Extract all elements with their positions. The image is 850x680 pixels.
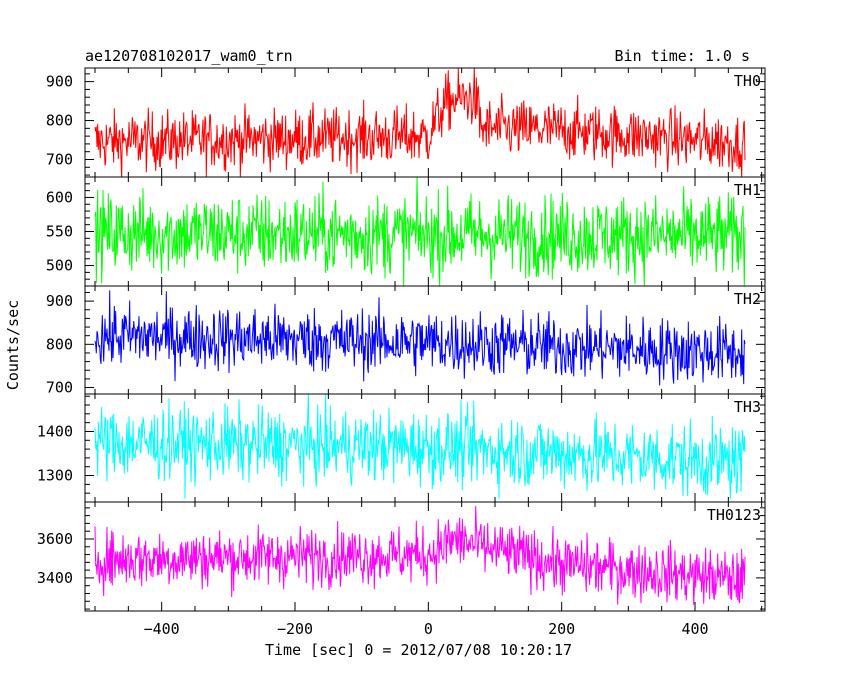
x-tick-label: 400 (681, 620, 708, 638)
panel-label-th1: TH1 (734, 181, 761, 199)
y-tick-label: 900 (46, 73, 73, 91)
y-tick-label: 900 (46, 292, 73, 310)
series-line-th0 (94, 68, 746, 177)
series-line-th3 (94, 394, 746, 500)
y-tick-label: 3400 (37, 569, 73, 587)
x-tick-label: 200 (548, 620, 575, 638)
x-axis-label: Time [sec] 0 = 2012/07/08 10:20:17 (265, 641, 572, 659)
x-tick-label: 0 (424, 620, 433, 638)
x-tick-label: −200 (277, 620, 313, 638)
panel-label-th0: TH0 (734, 72, 761, 90)
y-tick-label: 800 (46, 112, 73, 130)
panel-th3: 1300 1400 TH3 (37, 393, 766, 503)
panel-label-th0123: TH0123 (707, 506, 761, 524)
y-tick-label: 600 (46, 188, 73, 206)
y-axis-label: Counts/sec (4, 300, 22, 390)
y-tick-label: 800 (46, 335, 73, 353)
series-line-th1 (94, 177, 746, 286)
panel-th2: 700 800 900 TH2 (46, 285, 766, 397)
y-tick-label: 1400 (37, 422, 73, 440)
panel-frame (84, 501, 766, 612)
panel-th0: 700 800 900 TH0 (46, 67, 766, 178)
panel-th0123: 3400 3600 TH0123 (37, 501, 766, 612)
y-tick-label: 1300 (37, 467, 73, 485)
y-tick-label: 3600 (37, 530, 73, 548)
series-line-th2 (94, 290, 746, 386)
y-tick-label: 700 (46, 379, 73, 397)
bin-time-label: Bin time: 1.0 s (615, 47, 750, 65)
y-tick-label: 550 (46, 223, 73, 241)
y-tick-label: 700 (46, 150, 73, 168)
panel-th1: 500 550 600 TH1 (46, 176, 766, 287)
panel-label-th3: TH3 (734, 398, 761, 416)
x-tick-label: −400 (144, 620, 180, 638)
panel-frame (84, 393, 766, 503)
y-tick-label: 500 (46, 257, 73, 275)
chart-title: ae120708102017_wam0_trn (85, 47, 293, 65)
panel-label-th2: TH2 (734, 290, 761, 308)
series-line-th0123 (94, 505, 746, 605)
